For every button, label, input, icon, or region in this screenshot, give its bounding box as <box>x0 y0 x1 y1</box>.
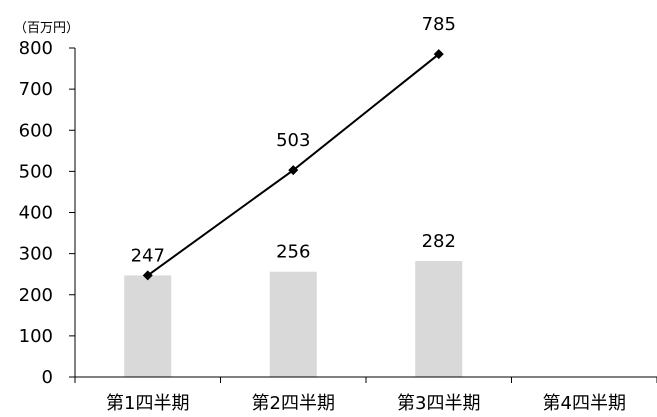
y-tick-label: 100 <box>19 326 53 347</box>
line-data-label: 785 <box>422 14 456 35</box>
line-data-label: 503 <box>276 130 310 151</box>
y-tick-label: 0 <box>42 367 53 388</box>
y-tick-label: 400 <box>19 203 53 224</box>
y-tick-label: 600 <box>19 120 53 141</box>
line-point <box>433 49 444 60</box>
bar <box>269 271 317 377</box>
y-tick-label: 200 <box>19 285 53 306</box>
y-tick-label: 800 <box>19 38 53 59</box>
y-axis-ticks: 0 100 200 300 400 500 600 700 800 <box>19 38 75 388</box>
x-tick-label: 第3四半期 <box>397 393 480 414</box>
data-labels: 247 256 282 503 785 <box>131 14 456 266</box>
cumulative-line <box>142 49 444 281</box>
x-tick-label: 第1四半期 <box>106 393 189 414</box>
y-tick-label: 500 <box>19 161 53 182</box>
line-point <box>288 165 299 176</box>
line-point <box>142 270 153 281</box>
bar <box>124 275 172 377</box>
y-tick-label: 700 <box>19 79 53 100</box>
bar-data-label: 247 <box>131 245 165 266</box>
bar-data-label: 256 <box>276 242 310 263</box>
y-axis-unit-label: （百万円） <box>14 21 79 36</box>
bars <box>124 261 463 377</box>
bar-data-label: 282 <box>422 231 456 252</box>
bar <box>415 261 463 377</box>
axes <box>74 48 657 383</box>
x-tick-label: 第2四半期 <box>252 393 335 414</box>
x-axis-ticks: 第1四半期 第2四半期 第3四半期 第4四半期 <box>106 393 626 414</box>
y-tick-label: 300 <box>19 244 53 265</box>
x-tick-label: 第4四半期 <box>543 393 626 414</box>
